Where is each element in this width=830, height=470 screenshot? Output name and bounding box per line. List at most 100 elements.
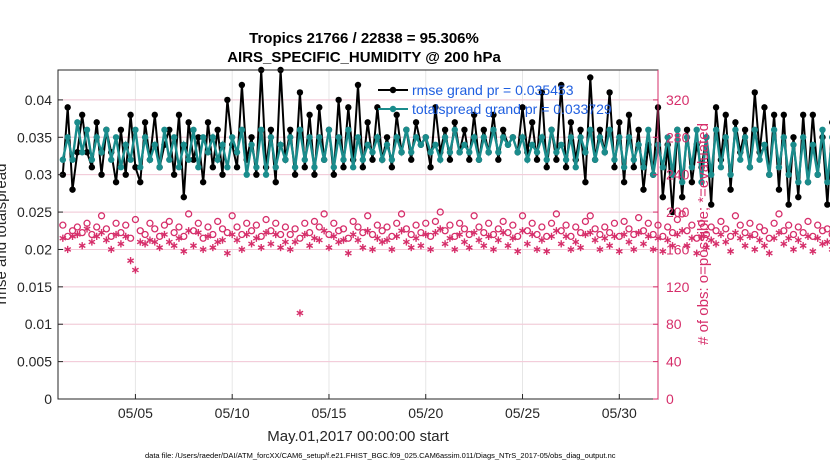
obs-possible-point bbox=[533, 230, 541, 239]
asterisk-stroke bbox=[262, 230, 270, 236]
obs-possible-point bbox=[349, 217, 357, 226]
rmse-point bbox=[132, 164, 139, 171]
asterisk-stroke bbox=[785, 235, 793, 241]
asterisk-stroke bbox=[315, 237, 323, 243]
totalspread-point bbox=[325, 126, 333, 134]
rmse-point bbox=[345, 104, 352, 111]
rmse-point bbox=[233, 164, 241, 171]
totalspread-point bbox=[693, 126, 700, 134]
asterisk-stroke bbox=[277, 245, 285, 250]
obs-possible-point bbox=[576, 228, 585, 237]
asterisk-stroke bbox=[804, 233, 812, 239]
rmse-point bbox=[611, 164, 618, 171]
rmse-point bbox=[495, 156, 502, 163]
rmse-point bbox=[74, 149, 81, 156]
obs-possible-point bbox=[286, 230, 294, 239]
rmse-point bbox=[151, 111, 158, 119]
obs-possible-point bbox=[112, 219, 120, 227]
totalspread-point bbox=[601, 149, 608, 156]
asterisk-stroke bbox=[296, 310, 304, 316]
asterisk-stroke bbox=[422, 232, 430, 237]
asterisk-stroke bbox=[702, 245, 710, 250]
totalspread-point bbox=[412, 134, 420, 141]
asterisk-stroke bbox=[78, 243, 86, 249]
asterisk-stroke bbox=[717, 232, 725, 237]
totalspread-point bbox=[112, 134, 120, 141]
obs-evaluated-point bbox=[823, 238, 830, 246]
legend-marker-totalspread bbox=[389, 105, 397, 113]
rmse-point bbox=[528, 119, 536, 126]
obs-evaluated-point bbox=[407, 243, 415, 252]
obs-possible-point bbox=[402, 225, 411, 233]
obs-possible-point bbox=[707, 223, 715, 231]
totalspread-point bbox=[819, 126, 826, 134]
totalspread-point bbox=[199, 134, 207, 141]
y-right-tick-label: 0 bbox=[666, 391, 674, 407]
obs-evaluated-point bbox=[359, 243, 367, 252]
obs-possible-point bbox=[243, 219, 251, 227]
asterisk-stroke bbox=[635, 230, 643, 236]
obs-evaluated-point bbox=[572, 238, 580, 246]
obs-evaluated-point bbox=[151, 238, 159, 246]
rmse-point bbox=[441, 126, 449, 134]
obs-evaluated-point bbox=[693, 249, 701, 257]
obs-evaluated-point bbox=[509, 234, 517, 242]
totalspread-point bbox=[156, 164, 163, 171]
obs-possible-point bbox=[659, 232, 667, 241]
obs-evaluated-point bbox=[354, 236, 362, 244]
obs-evaluated-point bbox=[702, 243, 710, 252]
obs-evaluated-point bbox=[794, 236, 802, 244]
asterisk-stroke bbox=[809, 248, 817, 254]
obs-possible-point bbox=[504, 228, 512, 237]
totalspread-point bbox=[480, 134, 488, 141]
obs-evaluated-point bbox=[610, 232, 618, 240]
totalspread-point bbox=[311, 164, 318, 171]
asterisk-stroke bbox=[577, 245, 585, 250]
totalspread-point bbox=[417, 141, 425, 148]
rmse-point bbox=[369, 156, 376, 163]
totalspread-point bbox=[253, 164, 260, 171]
obs-evaluated-point bbox=[799, 242, 807, 250]
totalspread-point bbox=[746, 164, 754, 171]
obs-evaluated-point bbox=[170, 242, 178, 250]
rmse-point bbox=[708, 201, 715, 208]
obs-evaluated-point bbox=[615, 247, 623, 255]
obs-possible-point bbox=[252, 221, 261, 229]
obs-possible-point bbox=[746, 219, 754, 227]
obs-possible-point bbox=[78, 228, 86, 237]
asterisk-stroke bbox=[640, 241, 647, 247]
asterisk-stroke bbox=[369, 247, 376, 252]
rmse-point bbox=[538, 89, 546, 96]
obs-evaluated-point bbox=[746, 232, 754, 240]
totalspread-point bbox=[645, 126, 652, 134]
asterisk-stroke bbox=[480, 243, 488, 249]
obs-possible-point bbox=[518, 212, 527, 220]
obs-possible-point bbox=[538, 223, 546, 231]
obs-evaluated-point bbox=[412, 234, 420, 242]
asterisk-stroke bbox=[117, 241, 125, 247]
rmse-point bbox=[78, 111, 86, 119]
obs-evaluated-point bbox=[577, 243, 585, 252]
obs-evaluated-point bbox=[809, 247, 817, 255]
obs-possible-point bbox=[180, 232, 188, 241]
obs-possible-point bbox=[475, 223, 483, 231]
y-left-tick-label: 0.015 bbox=[17, 279, 52, 295]
y-right-tick-label: 160 bbox=[666, 241, 690, 257]
totalspread-point bbox=[553, 149, 560, 156]
obs-evaluated-point bbox=[233, 236, 241, 244]
obs-evaluated-point bbox=[475, 236, 483, 244]
obs-possible-point bbox=[146, 219, 154, 227]
rmse-point bbox=[640, 186, 647, 193]
obs-possible-point bbox=[620, 217, 628, 226]
rmse-point bbox=[311, 171, 318, 178]
obs-evaluated-point bbox=[156, 243, 164, 252]
obs-possible-point bbox=[591, 225, 599, 233]
obs-possible-point bbox=[233, 223, 241, 231]
totalspread-point bbox=[524, 156, 531, 163]
obs-evaluated-point bbox=[214, 238, 222, 246]
y-axis-label-left: rmse and totalspread bbox=[0, 164, 10, 305]
obs-evaluated-point bbox=[528, 230, 536, 239]
totalspread-point bbox=[141, 134, 149, 141]
totalspread-point bbox=[514, 149, 521, 156]
obs-evaluated-point bbox=[267, 240, 275, 248]
